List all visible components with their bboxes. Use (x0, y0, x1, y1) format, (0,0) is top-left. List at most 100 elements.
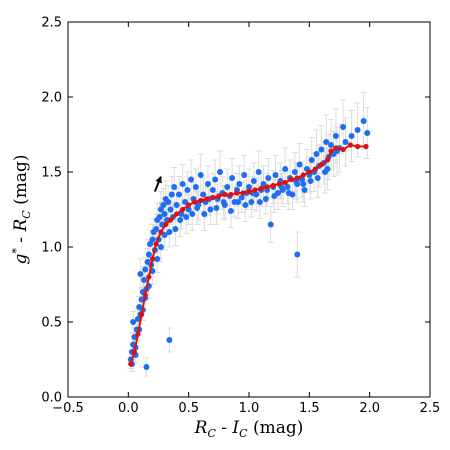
locus-point (153, 241, 159, 247)
data-point (157, 244, 164, 250)
locus-point (300, 172, 306, 178)
data-point (291, 169, 298, 175)
data-point (285, 190, 292, 196)
locus-point (355, 143, 361, 150)
data-point (184, 187, 191, 193)
locus-point (174, 211, 180, 217)
x-tick-label: 1.5 (299, 401, 320, 416)
reddening-arrow-head (155, 176, 162, 184)
locus-point (149, 256, 156, 262)
data-point (213, 205, 220, 211)
locus-point (142, 292, 148, 298)
data-point (313, 151, 320, 157)
locus-point (276, 181, 282, 187)
data-point (185, 206, 192, 213)
locus-point (363, 143, 369, 150)
x-tick-label: 1.0 (239, 401, 260, 416)
data-point (201, 211, 208, 217)
locus-point (204, 196, 210, 202)
data-point (204, 181, 211, 187)
locus-point (347, 142, 353, 148)
data-point (154, 256, 161, 262)
data-point (167, 206, 174, 213)
data-point (248, 199, 255, 205)
data-point (296, 161, 303, 168)
data-point (360, 118, 367, 124)
data-point (172, 226, 179, 232)
data-point (209, 187, 216, 193)
data-point (224, 184, 231, 190)
locus-point (222, 191, 228, 198)
data-point (130, 319, 137, 325)
data-point (241, 172, 248, 178)
locus-point (139, 311, 145, 318)
locus-point (340, 146, 346, 153)
data-point (177, 217, 184, 223)
y-tick-label: 1.5 (41, 166, 62, 181)
y-tick-label: 0.0 (41, 391, 62, 406)
data-point (166, 337, 173, 343)
locus-point (252, 187, 258, 193)
data-point (354, 127, 361, 133)
locus-point (258, 185, 264, 192)
x-tick-label: 0.5 (178, 401, 199, 416)
data-point (156, 214, 163, 220)
locus-point (234, 190, 240, 196)
data-point (250, 178, 257, 184)
locus-layer (128, 142, 369, 367)
data-point (324, 166, 331, 172)
locus-point (192, 199, 198, 205)
x-label-term2: I (231, 418, 239, 438)
locus-point (246, 188, 252, 195)
data-point (236, 181, 243, 187)
locus-point (135, 331, 141, 337)
y-label-unit: (mag) (11, 155, 31, 205)
data-point (183, 214, 190, 220)
data-point (318, 146, 325, 153)
data-point (153, 226, 160, 232)
data-point (147, 241, 154, 247)
locus-point (294, 175, 300, 181)
data-point (271, 193, 278, 199)
x-axis-label: RC - IC (mag) (194, 418, 304, 440)
y-tick-label: 2.0 (41, 91, 62, 106)
locus-point (270, 182, 276, 189)
data-point (141, 277, 148, 283)
data-point (188, 176, 195, 183)
data-point (192, 184, 199, 190)
data-point (242, 202, 249, 208)
data-point (364, 130, 371, 136)
data-point (314, 175, 321, 181)
data-point (227, 208, 234, 214)
arrow-layer (153, 176, 162, 192)
data-point (194, 205, 201, 211)
x-tick-label: 2.5 (420, 401, 441, 416)
x-tick-label: 0.0 (118, 401, 139, 416)
locus-line (129, 143, 367, 365)
y-label-term1: g (11, 254, 31, 265)
locus-point (158, 229, 164, 235)
data-point (161, 211, 168, 217)
data-point (157, 206, 164, 213)
locus-point (210, 194, 216, 201)
data-point (246, 184, 252, 190)
data-point (145, 251, 152, 258)
locus-point (228, 191, 234, 198)
locus-point (318, 161, 324, 168)
data-point (282, 166, 289, 172)
locus-point (167, 217, 174, 223)
locus-point (312, 166, 318, 172)
data-point (173, 202, 180, 208)
data-point (235, 199, 242, 205)
y-label-term2: R (11, 219, 31, 233)
data-point (328, 142, 335, 148)
locus-point (282, 179, 288, 186)
data-point (238, 194, 245, 201)
data-point (294, 251, 301, 258)
y-tick-label: 0.5 (41, 316, 62, 331)
locus-point (306, 169, 312, 175)
ticks-layer: −0.5 0.0 0.5 1.0 1.5 2.0 2.50.00.51.01.52.02.5 (41, 16, 440, 417)
data-point (189, 211, 196, 217)
